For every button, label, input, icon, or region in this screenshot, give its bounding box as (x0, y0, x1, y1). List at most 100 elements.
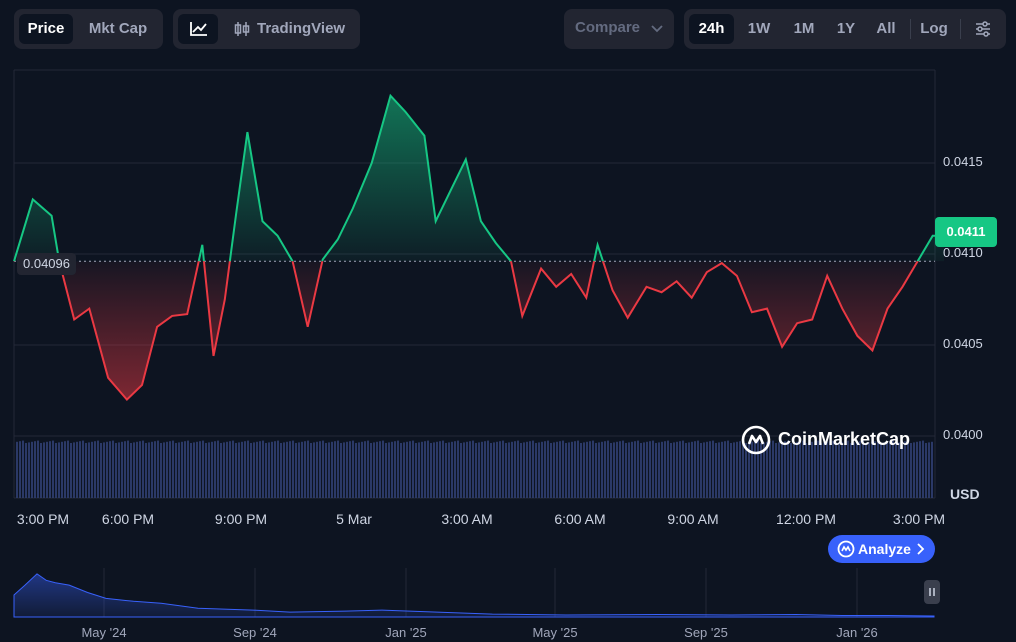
volume-bar (451, 441, 453, 498)
volume-bar (313, 442, 315, 498)
analyze-label: Analyze (858, 541, 911, 557)
price-point (51, 215, 53, 217)
volume-bar (877, 440, 879, 498)
volume-bar (532, 440, 534, 498)
settings-button[interactable] (966, 14, 1000, 44)
price-point (405, 111, 407, 113)
drag-handle-icon (929, 588, 935, 596)
tradingview-label: TradingView (257, 20, 346, 37)
volume-bar (763, 442, 765, 498)
volume-bar (145, 443, 147, 498)
range-1y[interactable]: 1Y (836, 20, 856, 37)
range-1w[interactable]: 1W (747, 20, 771, 37)
price-point (13, 260, 15, 262)
range-all[interactable]: All (876, 20, 896, 37)
volume-bar (553, 442, 555, 498)
volume-bar (40, 443, 42, 498)
volume-bar (826, 441, 828, 498)
volume-bar (100, 443, 102, 498)
volume-bar (742, 440, 744, 498)
navigator-handle[interactable] (924, 580, 940, 604)
volume-bar (580, 443, 582, 498)
volume-bar (697, 440, 699, 498)
volume-bar (19, 441, 21, 498)
volume-bar (748, 442, 750, 498)
volume-bar (598, 442, 600, 498)
volume-bar (367, 440, 369, 498)
y-tick-label: 0.0400 (943, 427, 983, 442)
volume-bar (559, 441, 561, 498)
volume-bar (160, 443, 162, 498)
volume-bar (211, 441, 213, 498)
price-point (73, 319, 75, 321)
price-point (796, 322, 798, 324)
volume-bar (103, 442, 105, 498)
price-point (751, 311, 753, 313)
analyze-button[interactable]: Analyze (828, 535, 935, 563)
volume-bar (694, 441, 696, 498)
volume-bar (772, 440, 774, 498)
volume-bar (652, 440, 654, 498)
volume-bar (838, 442, 840, 498)
volume-bar (544, 441, 546, 498)
volume-bar (859, 441, 861, 498)
volume-bar (796, 441, 798, 498)
price-line-below (13, 261, 919, 402)
x-tick-label: 12:00 PM (776, 511, 836, 527)
volume-bar (481, 441, 483, 498)
volume-bar (463, 442, 465, 498)
tab-mkt-cap[interactable]: Mkt Cap (88, 20, 148, 37)
volume-bar (754, 441, 756, 498)
volume-bar (847, 440, 849, 498)
volume-bar (304, 441, 306, 498)
price-point (32, 198, 34, 200)
range-24h[interactable]: 24h (689, 14, 734, 44)
compare-label: Compare (575, 19, 641, 36)
log-toggle[interactable]: Log (920, 20, 948, 37)
volume-bars (16, 440, 933, 498)
x-tick-label: 6:00 AM (554, 511, 606, 527)
volume-bar (811, 441, 813, 498)
volume-bar (238, 442, 240, 498)
volume-bar (487, 440, 489, 498)
line-chart-button[interactable] (178, 14, 218, 44)
tab-price[interactable]: Price (19, 14, 73, 44)
volume-bar (178, 442, 180, 498)
volume-bar (430, 443, 432, 498)
volume-bar (52, 440, 54, 498)
volume-bar (538, 442, 540, 498)
price-point (261, 220, 263, 222)
volume-bar (418, 442, 420, 498)
volume-bar (226, 441, 228, 498)
volume-bar (766, 441, 768, 498)
volume-bar (352, 440, 354, 498)
volume-bar (907, 440, 909, 498)
tradingview-button[interactable]: TradingView (225, 14, 355, 44)
volume-bar (535, 443, 537, 498)
volume-bar (166, 441, 168, 498)
volume-bar (94, 441, 96, 498)
volume-bar (583, 442, 585, 498)
volume-bar (775, 443, 777, 498)
volume-bar (643, 442, 645, 498)
volume-bar (214, 441, 216, 498)
currency-label: USD (950, 486, 980, 502)
volume-bar (658, 442, 660, 498)
volume-bar (364, 441, 366, 498)
price-point (781, 346, 783, 348)
price-point (646, 286, 648, 288)
line-chart-icon (190, 22, 207, 36)
price-point (337, 238, 339, 240)
volume-bar (670, 443, 672, 498)
volume-bar (916, 441, 918, 498)
volume-bar (613, 442, 615, 498)
compare-dropdown[interactable]: Compare (564, 9, 674, 49)
price-point (107, 377, 109, 379)
volume-bar (676, 441, 678, 498)
volume-bar (910, 443, 912, 498)
volume-bar (664, 441, 666, 498)
volume-bar (760, 443, 762, 498)
volume-bar (34, 441, 36, 498)
range-1m[interactable]: 1M (793, 20, 815, 37)
